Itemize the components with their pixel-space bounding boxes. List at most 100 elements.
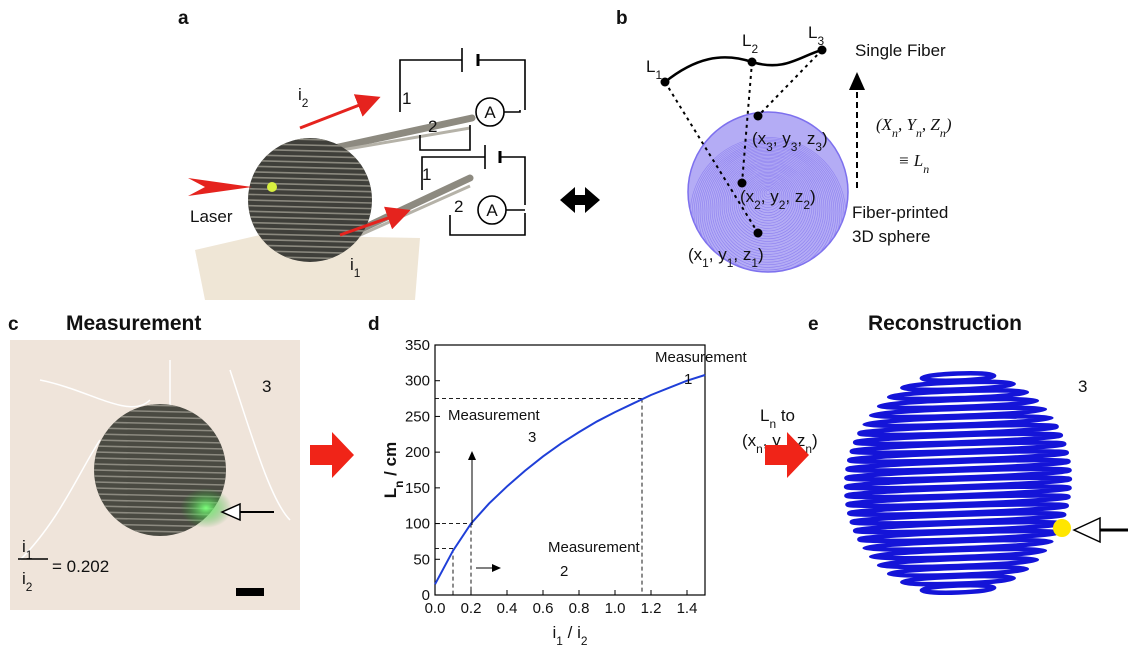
wire — [325, 118, 472, 150]
panel-e: e Reconstruction 3 — [808, 312, 1128, 594]
text-run: ) — [810, 187, 816, 206]
point — [754, 229, 763, 238]
flow-arrow — [310, 432, 354, 478]
terminal-label: 2 — [454, 197, 463, 216]
terminal-label: 1 — [422, 165, 431, 184]
sample-index: 3 — [1078, 377, 1087, 396]
text-run: (x — [742, 431, 757, 450]
sphere-label: 3D sphere — [852, 227, 930, 246]
point — [754, 112, 763, 121]
text-run: (x — [688, 245, 703, 264]
y-tick-label: 300 — [405, 373, 430, 390]
x-tick-label: 0.0 — [425, 600, 446, 617]
equiv-label: ≡ Ln — [898, 151, 929, 176]
annotation: 2 — [560, 563, 568, 580]
panel-label: d — [368, 314, 380, 335]
y-tick-label: 150 — [405, 480, 430, 497]
panel-d: d Ln / cm i1 / i2 0501001502002503003500… — [368, 314, 748, 648]
double-arrow — [560, 187, 600, 213]
text-run: , y — [761, 187, 779, 206]
subscript: 2 — [302, 96, 309, 110]
annotation: Measurement — [655, 349, 748, 366]
subscript: 2 — [751, 42, 758, 56]
text-run: , y — [709, 245, 727, 264]
current-arrow — [300, 99, 375, 128]
y-axis-label: Ln / cm — [381, 442, 406, 498]
text-run: , z — [785, 187, 803, 206]
panel-label: b — [616, 8, 628, 29]
y-tick-label: 250 — [405, 408, 430, 425]
laser-arrow — [188, 178, 252, 196]
scale-bar — [236, 588, 264, 596]
y-tick-label: 200 — [405, 444, 430, 461]
pointer-head — [1074, 518, 1100, 542]
subscript: 3 — [817, 34, 824, 48]
terminal-label: 2 — [428, 117, 437, 136]
figure: a i2 i1 1 2 1 2 A A Laser b — [0, 0, 1128, 648]
subscript: n — [923, 162, 929, 176]
ratio-value: = 0.202 — [52, 557, 109, 576]
panel-label: c — [8, 314, 19, 335]
text-run: L — [381, 488, 400, 498]
panel-b: b L1 L2 L3 (x3, y3, z3) (x2, y2, z2) (x1… — [616, 8, 952, 293]
laser-spot — [267, 182, 277, 192]
point-label: L2 — [742, 31, 758, 56]
text-run: ) — [812, 431, 818, 450]
x-tick-label: 1.0 — [605, 600, 626, 617]
text-run: to — [776, 406, 795, 425]
laser-glow — [180, 488, 232, 528]
path-line — [758, 50, 822, 116]
fiber-label: Single Fiber — [855, 41, 946, 60]
text-run: , Z — [922, 115, 941, 134]
coords-label: (Xn, Yn, Zn) — [876, 115, 952, 140]
text-run: / i — [563, 623, 581, 642]
ammeter-label: A — [484, 103, 496, 122]
subscript: 2 — [26, 580, 33, 594]
annotation: 1 — [684, 371, 692, 388]
spiral-turn — [922, 584, 995, 594]
point-label: L1 — [646, 57, 662, 82]
x-tick-label: 1.4 — [677, 600, 698, 617]
x-tick-label: 0.2 — [461, 600, 482, 617]
text-run: L — [808, 23, 817, 42]
subscript: 2 — [581, 634, 588, 648]
text-run: ) — [822, 129, 828, 148]
x-tick-label: 0.4 — [497, 600, 518, 617]
text-run: , Y — [898, 115, 918, 134]
subscript: n — [392, 481, 406, 488]
x-axis-label: i1 / i2 — [553, 623, 588, 648]
subscript: 1 — [655, 68, 662, 82]
annotation: Measurement — [548, 539, 641, 556]
laser-spot — [1053, 519, 1071, 537]
x-tick-label: 1.2 — [641, 600, 662, 617]
annotation: 3 — [528, 429, 536, 446]
subscript: 1 — [354, 266, 361, 280]
text-run: ) — [945, 115, 952, 134]
text-run: , z — [733, 245, 751, 264]
sphere-label: Fiber-printed — [852, 203, 948, 222]
current-label: i2 — [298, 85, 309, 110]
panel-label: e — [808, 314, 819, 335]
text-run: L — [646, 57, 655, 76]
y-tick-label: 100 — [405, 516, 430, 533]
text-run: , y — [773, 129, 791, 148]
text-run: / cm — [381, 442, 400, 481]
panel-label: a — [178, 8, 189, 29]
text-run: (x — [740, 187, 755, 206]
text-run: L — [760, 406, 769, 425]
x-tick-label: 0.8 — [569, 600, 590, 617]
text-run: ≡ L — [898, 151, 923, 170]
ammeter-label: A — [486, 201, 498, 220]
plot-frame — [435, 345, 705, 595]
point — [748, 58, 757, 67]
y-tick-label: 50 — [413, 551, 430, 568]
reconstructed-sphere — [846, 372, 1070, 594]
laser-label: Laser — [190, 207, 233, 226]
panel-a: a i2 i1 1 2 1 2 A A Laser — [178, 8, 525, 300]
text-run: L — [742, 31, 751, 50]
x-tick-label: 0.6 — [533, 600, 554, 617]
text-run: ) — [758, 245, 764, 264]
subscript: 1 — [26, 548, 33, 562]
sample-index: 3 — [262, 377, 271, 396]
annotation: Measurement — [448, 407, 541, 424]
